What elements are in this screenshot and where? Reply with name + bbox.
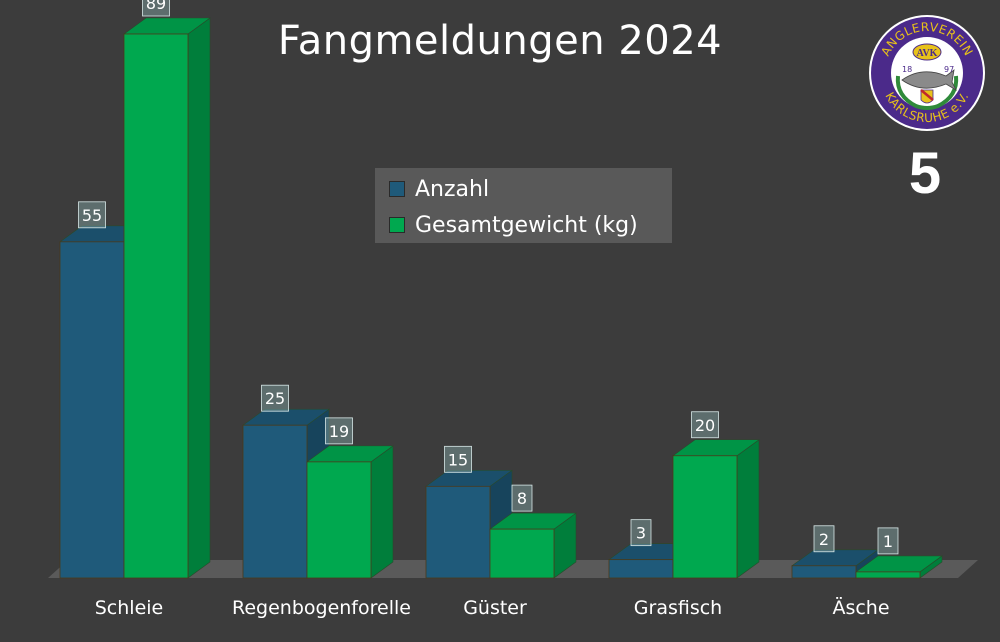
bar-gesamtgewicht-kg-regenbogenforelle-side <box>370 445 394 579</box>
category-label-guester: Güster <box>463 597 527 619</box>
data-label-box <box>691 411 719 439</box>
chart-legend: Anzahl Gesamtgewicht (kg) <box>375 168 672 243</box>
data-label-text: 3 <box>636 524 646 543</box>
bar-gesamtgewicht-kg-regenbogenforelle-front <box>306 461 372 579</box>
data-label-box <box>813 525 835 553</box>
club-logo: ANGLERVEREIN KARLSRUHE e.V. AVK 18 97 <box>869 15 985 131</box>
data-label-anzahl-guester: 15 <box>444 445 472 473</box>
bar-gesamtgewicht-kg-schleie <box>123 17 211 579</box>
chart-title: Fangmeldungen 2024 <box>277 18 723 64</box>
data-label-box <box>261 384 289 412</box>
category-label-schleie: Schleie <box>94 597 164 619</box>
bar-gesamtgewicht-kg-grasfisch-front <box>672 455 738 579</box>
data-label-text: 15 <box>448 450 468 469</box>
bar-gesamtgewicht-kg-guester <box>489 512 577 579</box>
bar-gesamtgewicht-kg-aesche-front <box>855 571 921 579</box>
data-label-anzahl-grasfisch: 3 <box>630 519 652 547</box>
data-label-box <box>78 201 106 229</box>
data-label-gesamtgewicht-kg-schleie: 89 <box>142 0 170 17</box>
data-label-gesamtgewicht-kg-regenbogenforelle: 19 <box>325 417 353 445</box>
data-label-box <box>325 417 353 445</box>
data-label-gesamtgewicht-kg-aesche: 1 <box>877 527 899 555</box>
bar-anzahl-aesche <box>791 549 879 579</box>
bar-anzahl-regenbogenforelle-front <box>242 424 308 579</box>
bar-anzahl-schleie-front <box>59 241 125 579</box>
data-label-text: 2 <box>819 530 829 549</box>
bar-gesamtgewicht-kg-grasfisch-side <box>736 439 760 579</box>
bar-gesamtgewicht-kg-guester-front <box>489 528 555 579</box>
logo-year-left: 18 <box>902 65 912 74</box>
legend-swatch-gesamtgewicht <box>389 217 405 233</box>
category-label-grasfisch: Grasfisch <box>633 597 723 619</box>
bar-anzahl-guester-front <box>425 485 491 579</box>
logo-fish <box>901 69 957 92</box>
data-label-box <box>444 445 472 473</box>
page-number-badge: 5 <box>908 141 942 206</box>
logo-monogram: AVK <box>917 48 938 59</box>
data-label-box <box>142 0 170 17</box>
legend-swatch-anzahl <box>389 181 405 197</box>
data-label-text: 19 <box>329 422 349 441</box>
data-label-text: 8 <box>517 489 527 508</box>
logo-year-right: 97 <box>944 65 954 74</box>
legend-item-gesamtgewicht: Gesamtgewicht (kg) <box>389 210 638 240</box>
data-label-anzahl-regenbogenforelle: 25 <box>261 384 289 412</box>
bar-gesamtgewicht-kg-regenbogenforelle <box>306 445 394 579</box>
bar-gesamtgewicht-kg-schleie-front <box>123 33 189 579</box>
data-label-text: 1 <box>883 532 893 551</box>
data-label-text: 25 <box>265 389 285 408</box>
data-label-anzahl-aesche: 2 <box>813 525 835 553</box>
data-label-box <box>511 484 533 512</box>
data-label-text: 55 <box>82 206 102 225</box>
bar-gesamtgewicht-kg-aesche <box>855 555 943 579</box>
data-label-box <box>630 519 652 547</box>
logo-wreath <box>895 75 959 110</box>
bar-anzahl-aesche-front <box>791 565 857 579</box>
data-label-gesamtgewicht-kg-guester: 8 <box>511 484 533 512</box>
data-label-anzahl-schleie: 55 <box>78 201 106 229</box>
data-label-gesamtgewicht-kg-grasfisch: 20 <box>691 411 719 439</box>
data-label-text: 89 <box>146 0 166 13</box>
legend-label-gesamtgewicht: Gesamtgewicht (kg) <box>415 212 638 238</box>
logo-monogram-plate <box>912 43 942 61</box>
legend-item-anzahl: Anzahl <box>389 174 489 204</box>
logo-shield-stripe <box>920 89 934 101</box>
bar-gesamtgewicht-kg-schleie-side <box>187 17 211 579</box>
category-label-aesche: Äsche <box>832 597 890 619</box>
bar-anzahl-grasfisch-front <box>608 559 674 579</box>
data-label-box <box>877 527 899 555</box>
legend-label-anzahl: Anzahl <box>415 176 490 202</box>
bar-gesamtgewicht-kg-grasfisch <box>672 439 760 579</box>
category-label-regenbogenforelle: Regenbogenforelle <box>232 597 411 619</box>
data-label-text: 20 <box>695 416 715 435</box>
